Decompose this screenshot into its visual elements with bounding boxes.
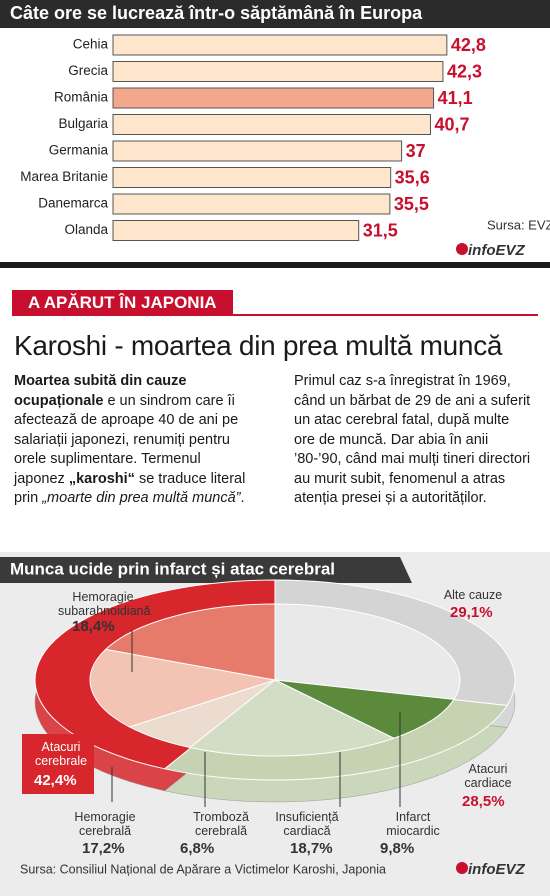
category-label: Danemarca (38, 196, 108, 211)
headline: Karoshi - moartea din prea multă muncă (14, 330, 503, 361)
leader-lines (111, 630, 401, 807)
section-tag: A APĂRUT ÎN JAPONIA (12, 290, 233, 316)
bar (112, 34, 448, 56)
logo: infoEVZ (468, 242, 525, 259)
article-body: Moartea subită din cauze ocupaționale e … (14, 372, 534, 509)
text-run: . Primul caz s-a înregistrat în 1969, câ… (240, 373, 531, 506)
pie-slice (104, 603, 276, 681)
value-label: 18,4% (72, 618, 115, 635)
bar (112, 193, 391, 215)
value-label: 29,1% (450, 604, 493, 621)
category-label: Grecia (68, 63, 108, 78)
bar (112, 114, 431, 135)
chart-title: Câte ore se lucrează într-o săptămână în… (10, 3, 423, 23)
bar (112, 140, 403, 162)
pie-slice (274, 679, 455, 739)
text-run: Moartea subită din cauze ocupaționale (14, 373, 187, 409)
pie-slice (274, 603, 461, 700)
value-label: 31,5 (363, 220, 398, 240)
slice-label: Tromboză cerebrală (193, 810, 249, 838)
slice-label: Hemoragie subarahnoidiană (58, 590, 151, 618)
bar (112, 167, 392, 188)
value-label: 6,8% (180, 840, 215, 857)
slice-label: Insuficiență cardiacă (275, 810, 339, 838)
category-label: Bulgaria (58, 116, 108, 131)
pie-slice (188, 679, 396, 757)
category-label: Marea Britanie (20, 169, 108, 184)
value-label: 17,2% (82, 840, 125, 857)
text-run: „moarte din prea multă muncă” (42, 490, 241, 506)
category-label: Cehia (73, 37, 109, 52)
value-label: 42,3 (447, 61, 482, 81)
category-label: Olanda (64, 222, 108, 237)
value-label: 41,1 (438, 88, 473, 108)
slice-label: Atacuri cardiace (464, 762, 512, 790)
bar (112, 61, 444, 82)
value-label: 37 (406, 141, 426, 161)
category-label: Germania (49, 143, 109, 158)
slice-label: Infarct miocardic (386, 810, 440, 838)
text-run: „karoshi“ (68, 470, 135, 487)
category-label: România (54, 90, 109, 105)
pie-chart: Munca ucide prin infarct și atac cerebra… (0, 557, 525, 878)
pie-slice (89, 648, 276, 728)
value-label: 9,8% (380, 840, 415, 857)
text-run: e un sindrom care îi afectează de aproap… (14, 392, 239, 487)
logo-icon (456, 862, 468, 874)
source: Sursa: Consiliul Național de Apărare a V… (20, 862, 386, 876)
slice-label: Hemoragie cerebrală (74, 810, 136, 838)
value-label: 28,5% (462, 793, 505, 810)
label-box (22, 734, 94, 794)
pie-section: Munca ucide prin infarct și atac cerebra… (0, 552, 550, 896)
bar (112, 87, 435, 109)
logo-icon (456, 243, 468, 255)
text-run: se traduce literal prin (14, 470, 246, 507)
value-label: 42,4% (34, 772, 77, 789)
value-label: 40,7 (434, 114, 469, 134)
value-label: 42,8 (451, 35, 486, 55)
bar-chart: Câte ore se lucrează într-o săptămână în… (0, 0, 550, 268)
source: Sursa: EVZ (487, 217, 550, 232)
title-band (0, 557, 412, 583)
chart-title: Munca ucide prin infarct și atac cerebra… (10, 559, 335, 578)
value-label: 35,6 (395, 167, 430, 187)
logo: infoEVZ (468, 861, 525, 878)
title-band (0, 0, 550, 28)
slice-label: Alte cauze (443, 588, 503, 602)
rule (12, 314, 538, 316)
bar (112, 220, 360, 241)
slice-label: Atacuri cerebrale (34, 740, 88, 768)
rule (0, 262, 550, 268)
value-label: 18,7% (290, 840, 333, 857)
value-label: 35,5 (394, 194, 429, 214)
